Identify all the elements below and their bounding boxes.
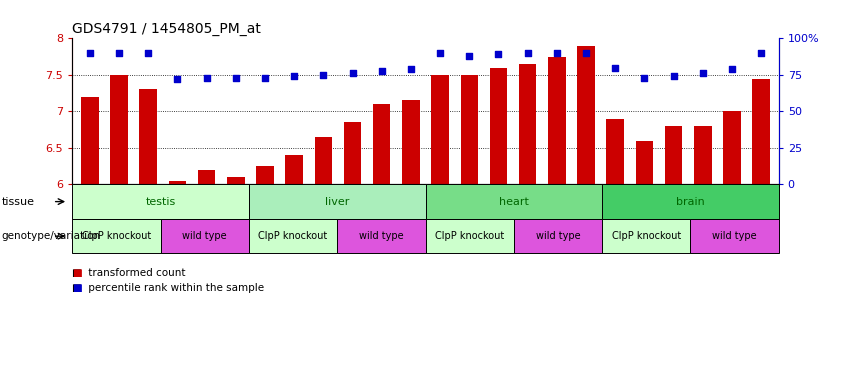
Bar [285, 155, 303, 184]
Text: GDS4791 / 1454805_PM_at: GDS4791 / 1454805_PM_at [72, 22, 261, 36]
Text: wild type: wild type [182, 231, 227, 241]
Bar [431, 75, 448, 184]
Bar [489, 68, 507, 184]
Point [229, 75, 243, 81]
Text: liver: liver [325, 197, 350, 207]
Point [83, 50, 97, 56]
Point [637, 75, 651, 81]
Point [667, 73, 681, 79]
Bar [111, 75, 128, 184]
Bar [81, 97, 99, 184]
Bar [577, 46, 595, 184]
Text: ClpP knockout: ClpP knockout [259, 231, 328, 241]
Point [462, 53, 476, 59]
Text: wild type: wild type [712, 231, 757, 241]
Point [521, 50, 534, 56]
Point [258, 75, 271, 81]
Bar [694, 126, 711, 184]
Point [696, 70, 710, 76]
Point [608, 65, 622, 71]
Bar [315, 137, 332, 184]
Text: ■  transformed count: ■ transformed count [72, 268, 186, 278]
Text: testis: testis [146, 197, 176, 207]
Point [492, 51, 505, 58]
Text: ClpP knockout: ClpP knockout [612, 231, 681, 241]
Point [404, 66, 418, 72]
Point [580, 50, 593, 56]
Bar [460, 75, 478, 184]
Bar [548, 56, 566, 184]
Point [725, 66, 739, 72]
Text: ■  percentile rank within the sample: ■ percentile rank within the sample [72, 283, 265, 293]
Text: wild type: wild type [535, 231, 580, 241]
Point [375, 68, 389, 74]
Bar [168, 181, 186, 184]
Bar [636, 141, 654, 184]
Bar [256, 166, 274, 184]
Text: ClpP knockout: ClpP knockout [82, 231, 151, 241]
Text: ClpP knockout: ClpP knockout [435, 231, 505, 241]
Point [550, 50, 563, 56]
Bar [665, 126, 683, 184]
Text: heart: heart [499, 197, 528, 207]
Bar [227, 177, 244, 184]
Text: brain: brain [676, 197, 705, 207]
Bar [607, 119, 624, 184]
Bar [344, 122, 362, 184]
Bar [752, 78, 770, 184]
Point [288, 73, 301, 79]
Bar [403, 100, 420, 184]
Point [141, 50, 155, 56]
Text: ■: ■ [72, 283, 82, 293]
Point [433, 50, 447, 56]
Point [112, 50, 126, 56]
Text: wild type: wild type [359, 231, 403, 241]
Text: genotype/variation: genotype/variation [2, 231, 100, 241]
Text: ■: ■ [72, 268, 82, 278]
Bar [197, 170, 215, 184]
Bar [140, 89, 157, 184]
Bar [373, 104, 391, 184]
Point [346, 70, 359, 76]
Bar [519, 64, 536, 184]
Point [317, 72, 330, 78]
Text: tissue: tissue [2, 197, 35, 207]
Point [754, 50, 768, 56]
Point [200, 75, 214, 81]
Point [170, 76, 184, 82]
Bar [723, 111, 740, 184]
